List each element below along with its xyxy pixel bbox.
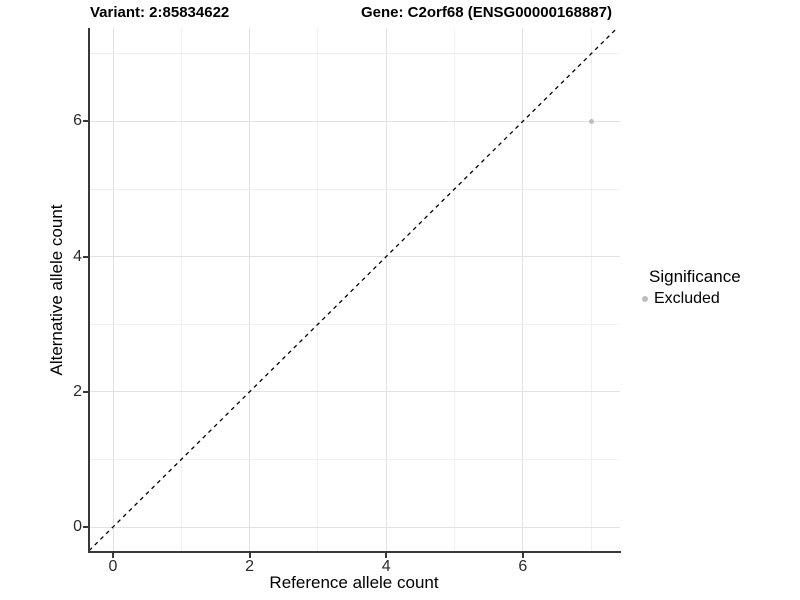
data-point-excluded (588, 118, 594, 124)
gridline-vertical (590, 28, 592, 551)
legend-item-excluded: Excluded (636, 290, 741, 308)
x-tick-label: 2 (245, 558, 255, 575)
y-axis-line (88, 28, 90, 553)
gridline-vertical (385, 28, 387, 551)
y-tick-label: 2 (73, 382, 82, 400)
gridline-horizontal (89, 526, 620, 528)
legend: Significance Excluded (636, 267, 741, 308)
gridline-vertical (317, 28, 319, 551)
x-tick-label: 4 (381, 558, 391, 575)
plot-title-gene: Gene: C2orf68 (ENSG00000168887) (361, 4, 612, 21)
gridline-horizontal (89, 391, 620, 393)
gridline-horizontal (89, 53, 620, 55)
y-tick-mark (83, 390, 88, 393)
legend-title: Significance (649, 267, 741, 286)
y-axis-title: Alternative allele count (47, 204, 66, 376)
x-tick-mark (385, 553, 388, 558)
y-tick-mark (83, 120, 88, 123)
legend-key (636, 290, 654, 308)
gridline-horizontal (89, 458, 620, 460)
x-tick-mark (112, 553, 114, 558)
x-tick-mark (248, 553, 251, 558)
y-tick-label: 4 (73, 247, 82, 265)
identity-reference-line (88, 27, 618, 552)
gridline-horizontal (89, 256, 620, 258)
y-tick-mark (83, 526, 88, 528)
gridline-horizontal (89, 323, 620, 325)
y-tick-mark (83, 255, 88, 258)
gridline-horizontal (89, 188, 620, 190)
x-tick-label: 6 (518, 558, 528, 575)
x-tick-label: 0 (108, 558, 118, 575)
gridline-vertical (112, 28, 114, 551)
gridline-vertical (454, 28, 455, 551)
legend-item-label: Excluded (654, 290, 720, 307)
excluded-point-icon (642, 296, 648, 302)
x-axis-title: Reference allele count (269, 573, 439, 592)
gridline-vertical (249, 28, 251, 551)
y-tick-label: 6 (73, 112, 82, 130)
gridline-horizontal (89, 120, 620, 122)
x-axis-line (88, 551, 621, 553)
y-tick-label: 0 (73, 518, 82, 535)
plot-panel (88, 27, 620, 552)
gridline-vertical (180, 28, 182, 551)
plot-title-variant: Variant: 2:85834622 (90, 4, 230, 21)
gridline-vertical (522, 28, 524, 551)
x-tick-mark (521, 553, 524, 558)
